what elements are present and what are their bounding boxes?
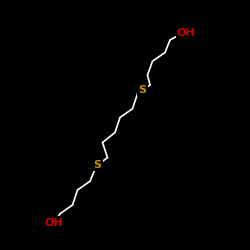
Text: OH: OH (177, 28, 196, 38)
Text: S: S (138, 85, 146, 95)
Text: S: S (94, 160, 102, 170)
Text: OH: OH (44, 218, 63, 228)
